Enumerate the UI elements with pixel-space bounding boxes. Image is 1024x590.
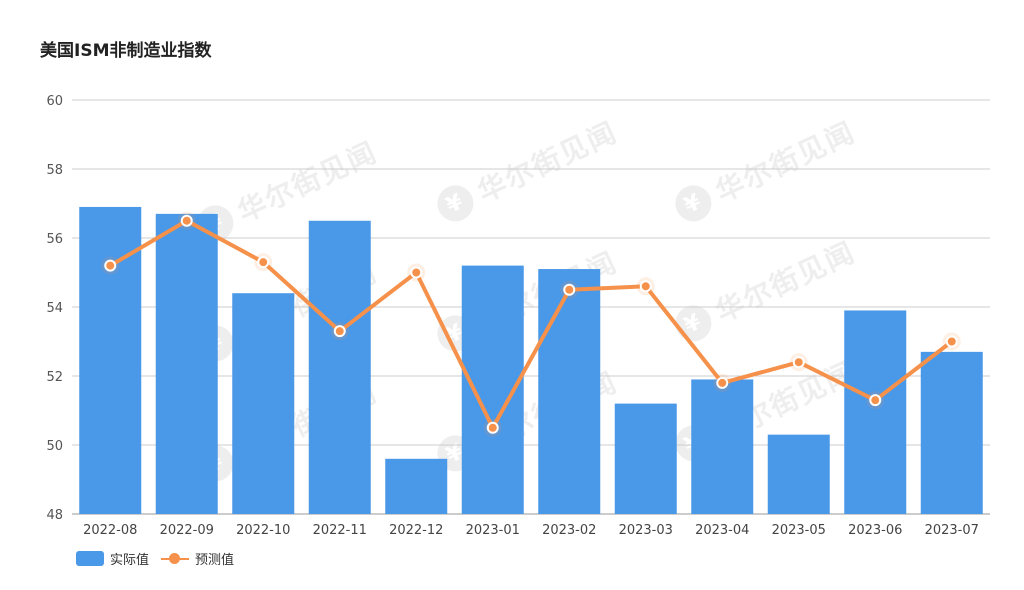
y-tick-label: 50: [46, 439, 63, 454]
line-point: [410, 266, 423, 279]
bar: [614, 403, 677, 514]
legend-item-forecast[interactable]: 预测值: [161, 549, 234, 568]
line-point: [257, 256, 270, 269]
legend-label-actual: 实际值: [110, 553, 150, 568]
legend-swatch-line: [161, 551, 190, 566]
chart-title: 美国ISM非制造业指数: [40, 41, 212, 61]
x-tick-label: 2022-10: [236, 523, 290, 538]
y-tick-label: 58: [46, 163, 63, 178]
legend-item-actual[interactable]: 实际值: [76, 549, 149, 568]
y-tick-label: 48: [46, 508, 63, 523]
x-tick-label: 2023-07: [925, 523, 979, 538]
line-point: [716, 376, 729, 389]
line-point: [563, 283, 576, 296]
bar: [79, 206, 142, 514]
line-point: [639, 280, 652, 293]
x-tick-label: 2023-03: [619, 523, 673, 538]
x-tick-label: 2023-01: [466, 523, 520, 538]
line-point: [486, 421, 499, 434]
line-point: [333, 325, 346, 338]
bar: [232, 293, 295, 514]
y-tick-label: 54: [46, 301, 63, 316]
legend: 实际值 预测值: [76, 549, 246, 568]
bar: [308, 220, 371, 514]
series-line: [108, 218, 954, 430]
bar: [385, 458, 448, 514]
legend-swatch-bar: [76, 551, 104, 566]
bar: [844, 310, 907, 514]
bar: [691, 379, 754, 514]
y-tick-label: 60: [46, 94, 63, 109]
y-tick-label: 52: [46, 370, 63, 385]
line-point: [792, 356, 805, 369]
x-tick-label: 2023-06: [848, 523, 902, 538]
bar: [920, 351, 983, 514]
x-tick-label: 2022-12: [389, 523, 443, 538]
bar: [538, 269, 601, 514]
y-tick-label: 56: [46, 232, 63, 247]
bar: [767, 434, 830, 514]
x-tick-label: 2022-09: [160, 523, 214, 538]
line-point: [869, 394, 882, 407]
legend-label-forecast: 预测值: [195, 553, 235, 568]
x-tick-label: 2023-04: [695, 523, 749, 538]
line-point: [104, 259, 117, 272]
line-point: [180, 214, 193, 227]
x-tick-label: 2022-08: [83, 523, 137, 538]
x-tick-label: 2023-05: [772, 523, 826, 538]
bar: [155, 213, 218, 514]
x-tick-label: 2023-02: [542, 523, 596, 538]
line-point: [945, 335, 958, 348]
x-tick-label: 2022-11: [313, 523, 367, 538]
